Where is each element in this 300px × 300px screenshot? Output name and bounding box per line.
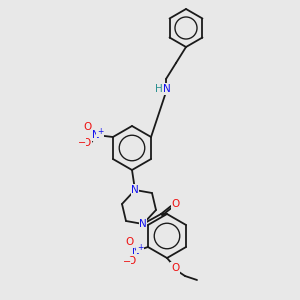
Text: O: O (128, 256, 136, 266)
Text: N: N (132, 246, 140, 256)
Text: N: N (139, 219, 147, 229)
Text: +: + (137, 244, 143, 253)
Text: −: − (123, 257, 131, 267)
Text: O: O (126, 237, 134, 247)
Text: O: O (171, 263, 179, 273)
Text: O: O (172, 199, 180, 209)
Text: H: H (155, 84, 163, 94)
Text: N: N (163, 84, 171, 94)
Text: O: O (83, 138, 91, 148)
Text: N: N (131, 185, 139, 195)
Text: +: + (97, 128, 103, 136)
Text: O: O (84, 122, 92, 132)
Text: −: − (78, 138, 86, 148)
Text: N: N (92, 130, 100, 140)
